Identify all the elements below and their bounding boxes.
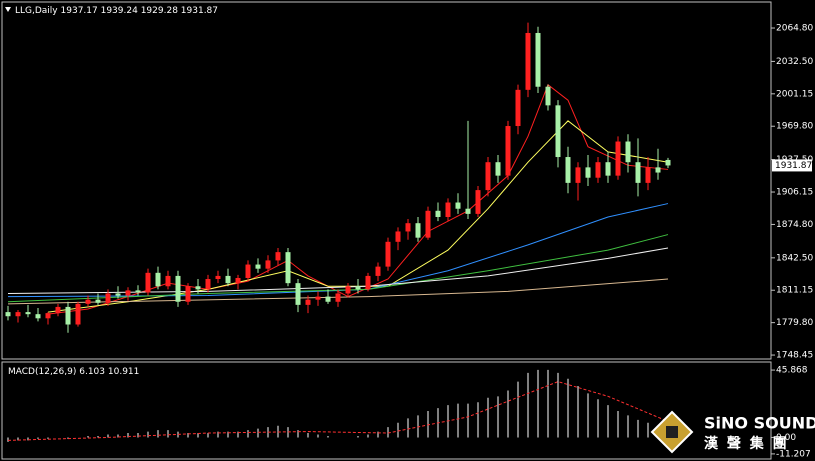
candle-body — [405, 223, 411, 232]
candle-body — [245, 264, 251, 278]
candle-body — [385, 241, 391, 267]
candle-body — [495, 162, 501, 176]
logo-subtitle: 漢 聲 集 團 — [704, 435, 789, 452]
y-tick-label: 1969.80 — [776, 122, 813, 132]
candle-body — [285, 252, 291, 284]
candle-body — [55, 306, 61, 314]
candle-body — [445, 202, 451, 217]
macd-title: MACD(12,26,9) 6.103 10.911 — [8, 367, 139, 377]
y-tick-label: 45.868 — [776, 366, 808, 376]
candle-body — [595, 162, 601, 178]
candle-body — [525, 32, 531, 90]
current-price: 1931.87 — [775, 161, 812, 171]
candle-body — [505, 126, 511, 176]
candle-body — [165, 275, 171, 287]
candle-body — [185, 286, 191, 302]
candle-body — [195, 286, 201, 290]
candle-body — [395, 231, 401, 242]
y-tick-label: 1842.50 — [776, 253, 813, 263]
candle-body — [225, 275, 231, 284]
candle-body — [545, 86, 551, 106]
moving-average — [7, 234, 669, 303]
macd-frame — [1, 361, 772, 460]
candle-body — [465, 208, 471, 214]
candle-body — [335, 293, 341, 302]
price-box — [772, 159, 812, 172]
main-frame — [1, 1, 772, 360]
candle-body — [305, 299, 311, 305]
candle-body — [5, 312, 11, 317]
candle-body — [95, 299, 101, 303]
logo-name: SiNO SOUND — [704, 414, 815, 433]
candle-body — [555, 105, 561, 158]
candle-body — [35, 314, 41, 319]
candle-body — [605, 162, 611, 176]
moving-average — [7, 203, 669, 298]
logo: SiNO SOUND 漢 聲 集 團 — [650, 410, 815, 454]
candle-body — [475, 190, 481, 214]
candle-body — [175, 275, 181, 302]
candle-body — [425, 210, 431, 238]
candle-body — [215, 275, 221, 280]
candle-body — [435, 210, 441, 217]
candle-body — [75, 303, 81, 325]
candle-body — [235, 277, 241, 284]
candle-body — [45, 313, 51, 319]
candle-body — [115, 293, 121, 296]
candle-body — [615, 141, 621, 176]
y-tick-label: -11.207 — [776, 449, 811, 459]
candle-body — [135, 290, 141, 293]
candle-body — [345, 286, 351, 294]
candle-body — [455, 202, 461, 209]
y-tick-label: 2001.15 — [776, 89, 813, 99]
y-tick-label: 1779.80 — [776, 318, 813, 328]
candle-body — [635, 162, 641, 183]
candle-body — [655, 167, 661, 173]
candle-body — [275, 252, 281, 261]
candle-body — [255, 264, 261, 269]
candle-body — [105, 293, 111, 303]
candle-body — [585, 167, 591, 178]
y-tick-label: 1811.15 — [776, 286, 813, 296]
candle-body — [415, 223, 421, 238]
candle-body — [665, 159, 671, 166]
candle-body — [355, 286, 361, 290]
candle-body — [145, 272, 151, 293]
y-tick-label: 2032.50 — [776, 57, 813, 67]
candle-body — [65, 306, 71, 325]
candle-body — [265, 260, 271, 269]
y-tick-label: 1874.80 — [776, 220, 813, 230]
logo-icon-inner — [666, 426, 678, 438]
candle-body — [365, 275, 371, 290]
candle-body — [315, 296, 321, 300]
candle-body — [485, 162, 491, 191]
candle-body — [25, 312, 31, 315]
y-tick-label: 2064.80 — [776, 24, 813, 34]
candle-body — [535, 32, 541, 87]
candle-body — [565, 157, 571, 183]
menu-arrow — [5, 7, 11, 12]
candle-body — [515, 89, 521, 127]
y-tick-label: 1748.45 — [776, 351, 813, 361]
y-tick-label: 0.00 — [776, 433, 796, 443]
candle-body — [325, 296, 331, 302]
candle-body — [85, 299, 91, 304]
candle-body — [295, 283, 301, 305]
candle-body — [125, 290, 131, 296]
moving-average — [7, 247, 669, 294]
signal-line — [7, 381, 669, 441]
candle-body — [375, 266, 381, 276]
candle-body — [205, 279, 211, 290]
candle-body — [645, 167, 651, 183]
candle-body — [625, 141, 631, 163]
y-tick-label: 1906.15 — [776, 188, 813, 198]
candle-body — [575, 167, 581, 183]
chart-title: LLG,Daily 1937.17 1939.24 1929.28 1931.8… — [15, 6, 218, 16]
candle-body — [15, 312, 21, 317]
candle-body — [155, 272, 161, 287]
